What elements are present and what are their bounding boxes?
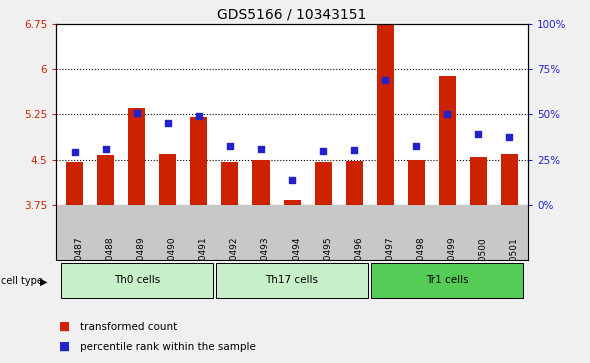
Text: ■: ■ (59, 340, 70, 353)
Bar (346, 161, 363, 205)
Point (70, 149, 80, 155)
Bar (371, 263, 523, 298)
Point (225, 143, 235, 149)
Point (412, 143, 421, 149)
Point (442, 111, 452, 117)
Bar (128, 108, 145, 205)
Text: cell type: cell type (1, 276, 43, 286)
Text: Th0 cells: Th0 cells (114, 275, 160, 285)
Bar (61, 263, 213, 298)
Point (381, 77, 390, 83)
Bar (470, 157, 487, 205)
Point (504, 134, 514, 140)
Bar (439, 76, 456, 205)
Bar (216, 263, 368, 298)
Point (101, 146, 110, 152)
Bar (97, 155, 114, 205)
Point (474, 131, 483, 137)
Text: transformed count: transformed count (80, 322, 177, 332)
Title: GDS5166 / 10343151: GDS5166 / 10343151 (217, 7, 367, 21)
Text: Th17 cells: Th17 cells (266, 275, 319, 285)
Point (194, 113, 204, 119)
Text: percentile rank within the sample: percentile rank within the sample (80, 342, 255, 352)
Bar (501, 154, 518, 205)
Point (163, 121, 172, 126)
Bar (191, 117, 208, 205)
Text: ■: ■ (59, 320, 70, 333)
Bar (221, 162, 238, 205)
Bar (314, 162, 332, 205)
Bar (408, 160, 425, 205)
Text: Tr1 cells: Tr1 cells (426, 275, 468, 285)
Text: ▶: ▶ (40, 276, 48, 286)
Point (349, 147, 359, 153)
Bar (66, 162, 83, 205)
Bar (159, 154, 176, 205)
Bar (284, 200, 300, 205)
Point (287, 177, 297, 183)
Point (132, 110, 142, 116)
Bar (253, 160, 270, 205)
Bar (376, 24, 394, 205)
Point (256, 146, 266, 152)
Point (319, 148, 328, 154)
